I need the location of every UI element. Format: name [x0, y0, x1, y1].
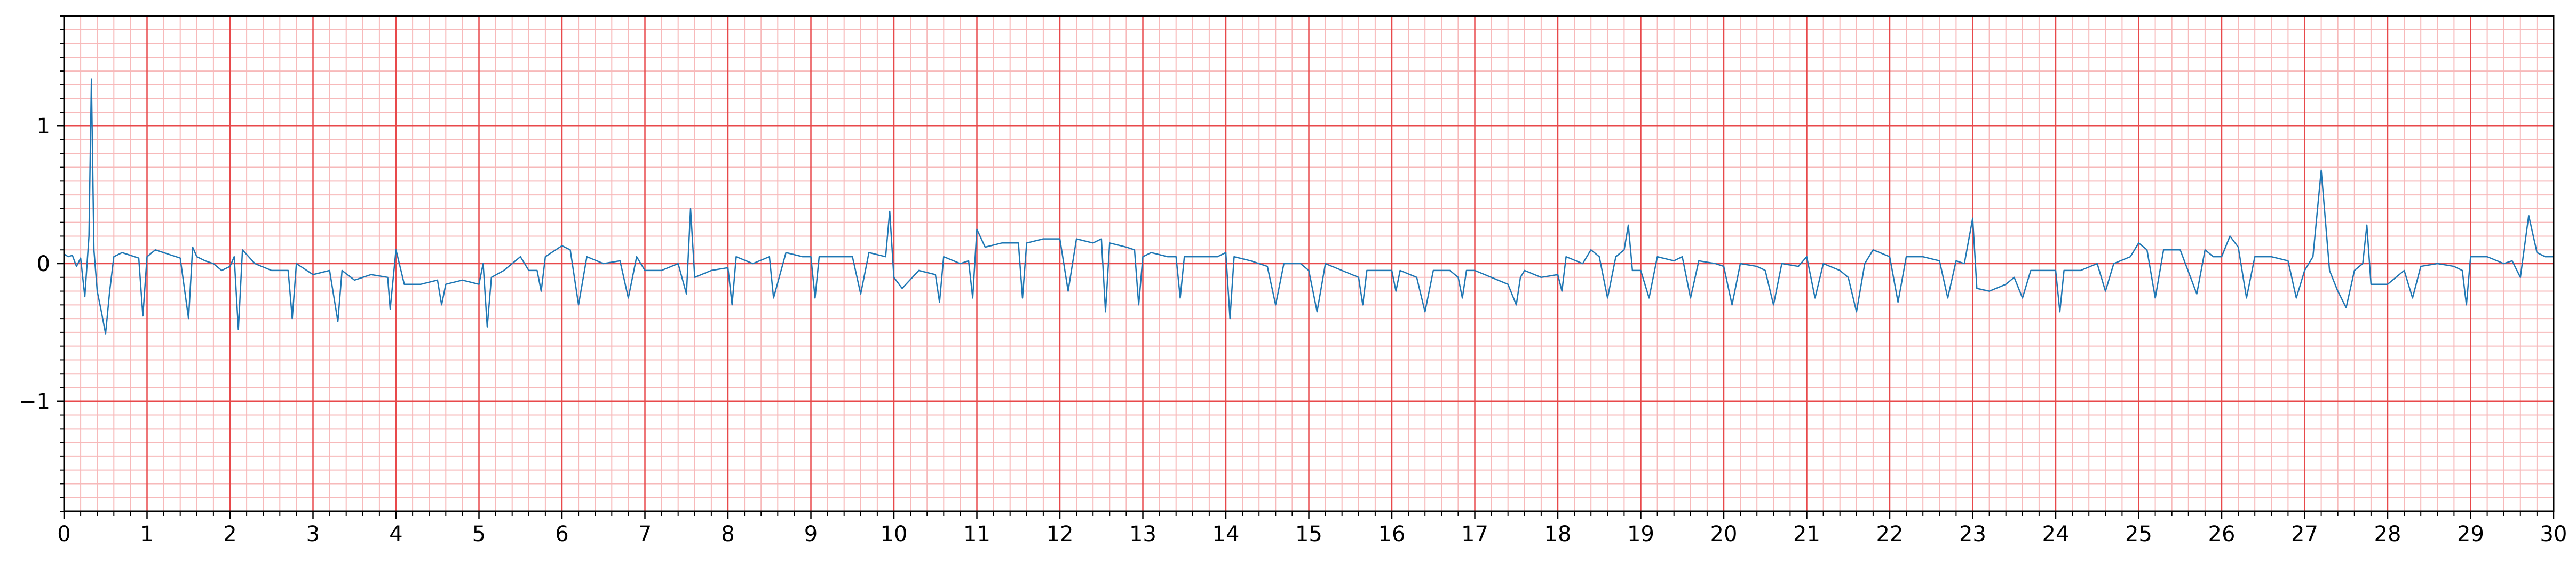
- x-tick-label: 24: [2042, 522, 2070, 546]
- x-tick-label: 14: [1212, 522, 1240, 546]
- x-tick-label: 4: [389, 522, 402, 546]
- x-tick-label: 6: [555, 522, 568, 546]
- x-tick-label: 12: [1047, 522, 1074, 546]
- x-tick-label: 21: [1793, 522, 1820, 546]
- x-tick-label: 10: [881, 522, 908, 546]
- y-tick-label: −1: [19, 390, 50, 414]
- y-tick-label: 1: [37, 114, 50, 139]
- x-tick-label: 16: [1378, 522, 1406, 546]
- x-tick-label: 18: [1544, 522, 1572, 546]
- x-tick-label: 22: [1876, 522, 1904, 546]
- x-tick-label: 23: [1959, 522, 1986, 546]
- x-tick-label: 7: [638, 522, 652, 546]
- x-tick-label: 29: [2457, 522, 2484, 546]
- x-tick-label: 1: [140, 522, 154, 546]
- x-axis-ticks: 0 1 2 3 4 5 6 7 8 9 10 11 12 13 14 15 16 17 18 19 20 21 22 23 24…: [57, 511, 2567, 546]
- y-axis-ticks: −1 0 1: [19, 15, 64, 512]
- x-tick-label: 19: [1627, 522, 1654, 546]
- x-tick-label: 15: [1295, 522, 1322, 546]
- x-tick-label: 0: [57, 522, 70, 546]
- x-tick-label: 30: [2540, 522, 2567, 546]
- x-tick-label: 27: [2291, 522, 2318, 546]
- x-tick-label: 17: [1461, 522, 1488, 546]
- x-tick-label: 8: [721, 522, 734, 546]
- x-tick-label: 2: [223, 522, 236, 546]
- x-tick-label: 28: [2374, 522, 2401, 546]
- x-tick-label: 3: [306, 522, 320, 546]
- y-tick-label: 0: [37, 252, 50, 276]
- x-tick-label: 5: [472, 522, 486, 546]
- x-tick-label: 13: [1129, 522, 1156, 546]
- series-layer: [64, 78, 2554, 335]
- x-tick-label: 9: [804, 522, 818, 546]
- x-tick-label: 11: [963, 522, 990, 546]
- x-tick-label: 20: [1710, 522, 1738, 546]
- x-tick-label: 26: [2208, 522, 2236, 546]
- major-grid: [63, 16, 2555, 511]
- ecg-signal-line: [64, 78, 2554, 335]
- x-tick-label: 25: [2125, 522, 2152, 546]
